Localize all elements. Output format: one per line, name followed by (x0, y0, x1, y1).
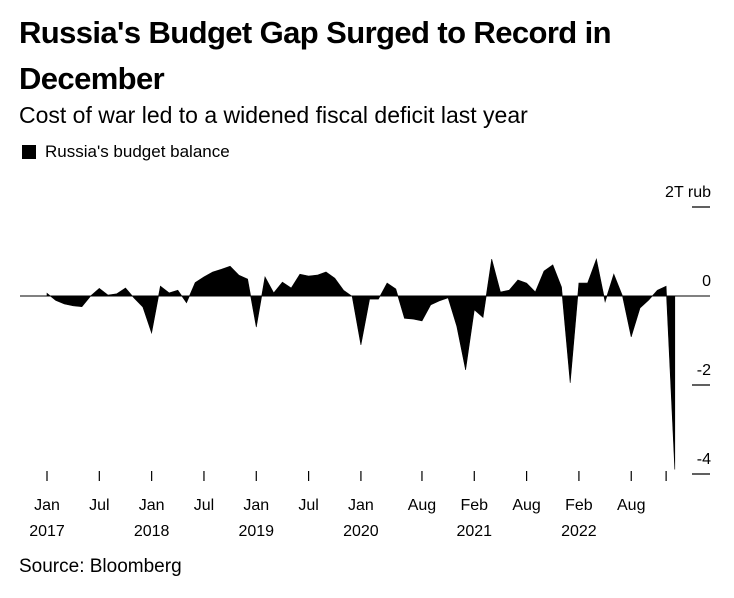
x-tick-label: Jan (348, 497, 374, 514)
x-tick-label: Jan (243, 497, 269, 514)
series-layer (20, 258, 710, 470)
x-tick-label: Jul (89, 497, 109, 514)
x-tick-year: 2021 (456, 523, 492, 540)
x-tick-year: 2022 (561, 523, 597, 540)
legend: Russia's budget balance (22, 142, 230, 162)
x-tick-label: Jan (34, 497, 60, 514)
x-tick-label: Aug (512, 497, 540, 514)
source-note: Source: Bloomberg (19, 556, 182, 577)
x-tick-label: Feb (565, 497, 593, 514)
legend-label: Russia's budget balance (45, 142, 230, 161)
y-tick-label: 0 (702, 273, 711, 290)
chart-subtitle: Cost of war led to a widened fiscal defi… (19, 102, 528, 128)
series-area (46, 258, 676, 470)
x-tick-year: 2017 (29, 523, 65, 540)
y-tick-label: -2 (697, 362, 711, 379)
x-tick-label: Jan (139, 497, 165, 514)
x-tick-label: Feb (460, 497, 488, 514)
y-tick-label: -4 (697, 451, 711, 468)
x-tick-year: 2019 (238, 523, 274, 540)
x-tick-year: 2020 (343, 523, 379, 540)
x-tick-year: 2018 (134, 523, 170, 540)
chart-title: Russia's Budget Gap Surged to Record in … (19, 15, 612, 96)
x-tick-label: Jul (194, 497, 214, 514)
x-tick-label: Jul (298, 497, 318, 514)
y-axis: 2T rub 0 -2 -4 (665, 184, 711, 475)
y-tick-label: 2T rub (665, 184, 711, 201)
x-axis: Jan 2017 Jul Jan 2018 Jul Jan 2019 Jul Jan 2020 Aug… (29, 471, 667, 540)
x-tick-label: Aug (408, 497, 436, 514)
x-tick-label: Aug (617, 497, 645, 514)
legend-swatch (22, 145, 36, 159)
